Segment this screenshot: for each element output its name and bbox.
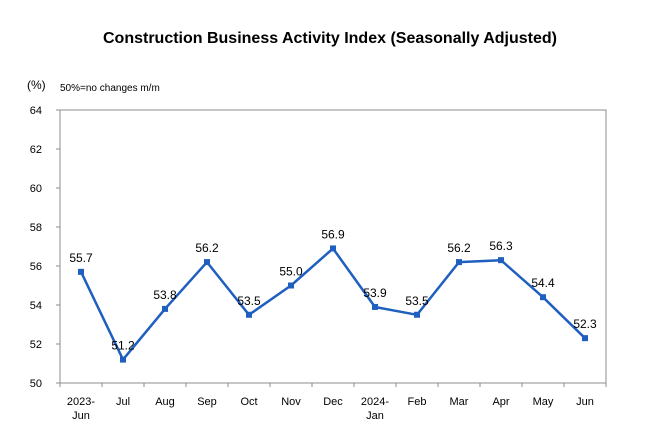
x-tick-label: Mar	[450, 396, 469, 408]
data-label: 52.3	[573, 317, 597, 331]
y-tick-label: 54	[30, 300, 42, 312]
data-point	[120, 356, 126, 363]
data-label: 53.5	[237, 294, 261, 308]
data-label: 53.5	[405, 294, 429, 308]
x-tick-label: Jul	[116, 396, 130, 408]
data-point	[540, 294, 546, 301]
x-tick-label: 2023-Jun	[67, 396, 95, 422]
x-axis: 2023-Jun Jul Aug Sep Oct Nov Dec 2024-Jan Feb Mar…	[59, 383, 607, 422]
series-line	[79, 247, 586, 361]
data-label: 55.0	[279, 265, 303, 279]
x-tick-label: Nov	[281, 396, 301, 408]
data-point	[204, 259, 210, 266]
data-point	[78, 268, 84, 275]
data-label: 53.8	[153, 288, 177, 302]
data-label: 56.2	[447, 241, 471, 255]
data-point	[414, 311, 420, 318]
data-label: 56.9	[321, 227, 345, 241]
data-point	[456, 259, 462, 266]
x-tick-label: 2024-Jan	[361, 396, 389, 422]
x-tick-label: Aug	[155, 396, 175, 408]
y-tick-label: 64	[30, 105, 42, 117]
data-label: 56.3	[489, 239, 513, 253]
series-markers	[78, 245, 588, 363]
data-label: 55.7	[69, 251, 93, 265]
y-unit-label: (%)	[27, 78, 46, 92]
data-label: 51.2	[111, 339, 135, 353]
data-point	[162, 305, 168, 312]
y-tick-label: 50	[30, 378, 42, 390]
x-tick-label: Jun	[576, 396, 594, 408]
data-point	[498, 257, 504, 264]
x-tick-label: Sep	[197, 396, 217, 408]
data-point	[582, 335, 588, 342]
y-tick-label: 60	[30, 183, 42, 195]
data-point	[288, 282, 294, 289]
data-labels: 55.7 51.2 53.8 56.2 53.5 55.0 56.9 53.9 53.5 56.2…	[69, 227, 597, 352]
data-point	[372, 303, 378, 310]
x-tick-label: Apr	[492, 396, 509, 408]
data-label: 53.9	[363, 286, 387, 300]
data-point	[246, 311, 252, 318]
data-point	[330, 245, 336, 252]
x-tick-label: Feb	[408, 396, 427, 408]
plot-area-frame	[59, 109, 607, 384]
data-label: 56.2	[195, 241, 219, 255]
x-tick-label: Oct	[240, 396, 257, 408]
x-tick-label: Dec	[323, 396, 343, 408]
y-tick-label: 52	[30, 339, 42, 351]
data-label: 54.4	[531, 276, 555, 290]
x-tick-label: May	[533, 396, 554, 408]
y-tick-label: 58	[30, 222, 42, 234]
y-axis: 50 52 54 56 58 60 62 64	[30, 105, 60, 390]
y-tick-label: 62	[30, 144, 42, 156]
y-tick-label: 56	[30, 261, 42, 273]
chart-title: Construction Business Activity Index (Se…	[102, 30, 557, 47]
chart-note: 50%=no changes m/m	[60, 83, 160, 94]
